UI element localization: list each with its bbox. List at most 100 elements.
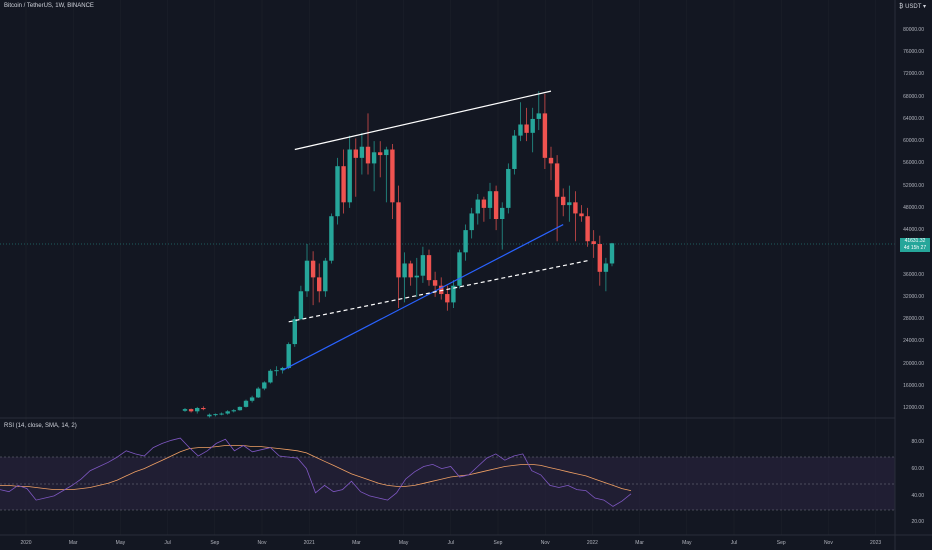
trendlines[interactable] xyxy=(282,90,588,371)
price-label: 36000.00 xyxy=(903,271,924,278)
time-label: Mar xyxy=(352,540,361,546)
candle-body xyxy=(249,397,255,401)
candle-body xyxy=(329,216,334,261)
trendline xyxy=(282,224,564,371)
candle-body xyxy=(274,370,279,372)
trendline xyxy=(294,90,552,151)
candle-body xyxy=(268,370,273,383)
rsi-level-label: 20.00 xyxy=(911,519,924,525)
time-label: Jul xyxy=(447,540,454,546)
time-label: 2021 xyxy=(303,540,315,546)
candle-body xyxy=(457,252,462,286)
candle-body xyxy=(408,263,413,278)
candle-body xyxy=(390,149,395,203)
rsi-indicator-label[interactable]: RSI (14, close, SMA, 14, 2) xyxy=(4,423,77,429)
candle-body xyxy=(225,411,230,414)
candle-body xyxy=(481,199,487,208)
candle-body xyxy=(487,191,493,208)
candle-body xyxy=(451,285,456,303)
candle-body xyxy=(567,202,572,206)
candle-body xyxy=(432,280,438,286)
candle-body xyxy=(231,410,236,412)
candle-body xyxy=(512,135,517,169)
candle-body xyxy=(554,163,560,197)
candle-body xyxy=(585,216,590,242)
candle-body xyxy=(256,388,261,398)
price-label: 48000.00 xyxy=(903,204,924,211)
time-label: Nov xyxy=(257,540,267,546)
price-label: 12000.00 xyxy=(903,405,924,411)
candle-body xyxy=(182,409,188,411)
candle-body xyxy=(317,277,322,292)
candle-body xyxy=(298,291,304,320)
candle-body xyxy=(292,319,297,345)
price-label: 52000.00 xyxy=(903,182,924,189)
candle-body xyxy=(426,255,432,281)
candle-body xyxy=(384,149,389,156)
candle-body xyxy=(237,406,243,411)
candle-body xyxy=(420,255,426,276)
candle-body xyxy=(323,260,328,292)
rsi-ma-line xyxy=(0,445,632,491)
candle-body xyxy=(542,113,548,158)
price-label: 56000.00 xyxy=(903,160,924,167)
candle-body xyxy=(536,113,541,119)
countdown: 4d 15h 27 xyxy=(903,245,927,251)
candle-body xyxy=(463,230,468,253)
candle-body xyxy=(445,294,450,303)
time-label: 2023 xyxy=(870,540,882,546)
time-label: Mar xyxy=(635,540,644,546)
candles xyxy=(182,91,615,419)
candle-body xyxy=(469,213,474,231)
candle-body xyxy=(414,275,419,278)
current-price-value: 41631.32 xyxy=(904,238,926,244)
candle-body xyxy=(201,408,206,410)
time-label: Nov xyxy=(540,540,550,546)
candle-body xyxy=(353,149,358,158)
candle-body xyxy=(286,344,291,368)
trendline xyxy=(288,260,588,323)
candle-body xyxy=(341,166,346,203)
price-label: 68000.00 xyxy=(903,93,924,100)
candle-body xyxy=(506,168,511,208)
candle-body xyxy=(365,146,371,164)
rsi-level-label: 40.00 xyxy=(911,493,924,499)
candle-body xyxy=(304,260,310,292)
price-label: 44000.00 xyxy=(903,227,924,234)
time-label: Jul xyxy=(164,540,171,546)
candle-body xyxy=(347,149,352,203)
price-label: 60000.00 xyxy=(903,138,924,145)
time-label: 2020 xyxy=(20,540,32,546)
candle-body xyxy=(371,152,377,164)
candle-body xyxy=(524,124,529,133)
time-label: Sep xyxy=(210,540,220,546)
time-label: Nov xyxy=(823,540,833,546)
grid xyxy=(25,0,876,535)
time-label: May xyxy=(398,540,409,546)
price-label: 72000.00 xyxy=(903,71,924,78)
candle-body xyxy=(609,243,615,264)
symbol-title[interactable]: Bitcoin / TetherUS, 1W, BINANCE xyxy=(4,3,94,9)
candle-body xyxy=(493,191,499,219)
price-label: 28000.00 xyxy=(903,316,924,323)
time-label: Mar xyxy=(68,540,78,546)
candle-body xyxy=(243,400,249,407)
candle-body xyxy=(500,207,505,219)
candle-body xyxy=(378,152,383,156)
time-label: 2022 xyxy=(586,540,598,546)
candle-body xyxy=(573,202,578,214)
currency-selector[interactable]: ₿ USDT ▾ xyxy=(898,4,926,10)
price-label: 16000.00 xyxy=(903,382,924,389)
candle-body xyxy=(262,382,267,389)
candle-body xyxy=(439,285,444,295)
price-label: 64000.00 xyxy=(903,115,924,122)
candle-body xyxy=(188,409,194,412)
candle-body xyxy=(219,413,224,415)
price-label: 32000.00 xyxy=(903,293,924,300)
rsi-level-label: 60.00 xyxy=(911,466,924,472)
candle-body xyxy=(518,124,523,136)
candle-body xyxy=(310,260,316,278)
candle-body xyxy=(561,196,566,206)
candle-body xyxy=(603,263,609,272)
